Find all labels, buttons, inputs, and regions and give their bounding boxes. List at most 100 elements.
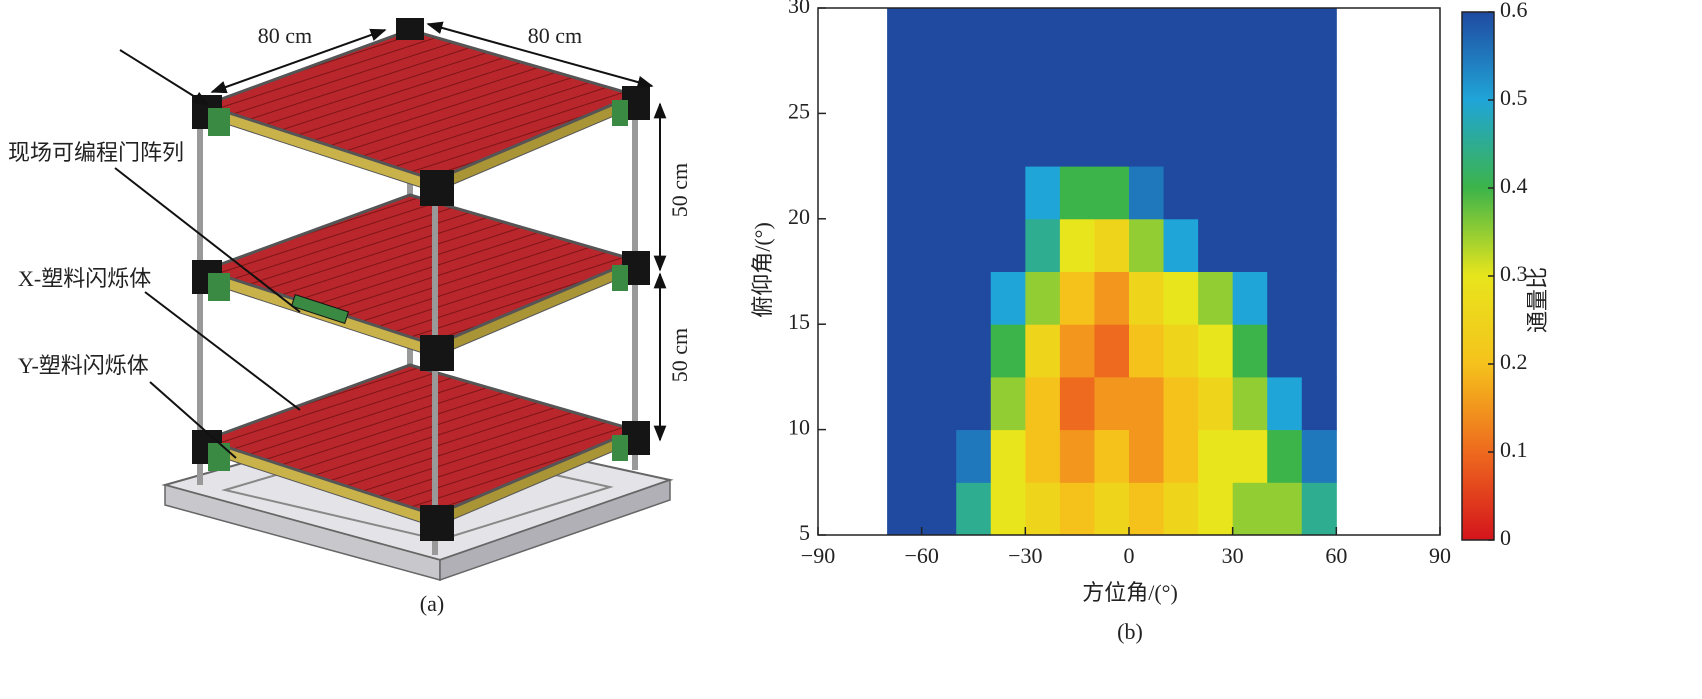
heatmap-cell: [1163, 166, 1199, 220]
heatmap-cell: [1094, 324, 1130, 378]
heatmap-cell: [921, 324, 957, 378]
heatmap-cell: [1025, 324, 1061, 378]
heatmap-cell: [921, 113, 957, 167]
component-label: Y-塑料闪烁体: [18, 353, 149, 378]
heatmap-cell: [1198, 8, 1234, 62]
heatmap-cell: [1198, 271, 1234, 325]
heatmap-cell: [1198, 376, 1234, 431]
heatmap-cell: [1163, 429, 1199, 483]
x-tick-label: −90: [801, 543, 835, 568]
corner-block: [420, 170, 454, 206]
heatmap-cell: [1129, 429, 1165, 483]
x-tick-label: 60: [1325, 543, 1347, 568]
side-boards: [208, 100, 628, 471]
heatmap-cell: [1129, 166, 1165, 220]
heatmap-cell: [1025, 166, 1061, 220]
heatmap-cell: [1129, 271, 1165, 325]
heatmap-cell: [990, 113, 1026, 167]
heatmap-cell: [1025, 429, 1061, 483]
heatmap-cell: [1198, 60, 1234, 114]
heatmap-cell: [1163, 60, 1199, 114]
leader-line: [114, 167, 301, 313]
side-board: [612, 435, 628, 461]
y-tick-label: 30: [788, 0, 810, 18]
heatmap-cell: [1301, 482, 1337, 536]
dimension-label: 80 cm: [528, 23, 582, 48]
y-tick-label: 5: [799, 520, 810, 545]
heatmap-cell: [1198, 482, 1234, 536]
heatmap-cell: [1232, 482, 1268, 536]
dimension-arrow: [210, 28, 387, 94]
heatmap-cell: [1267, 429, 1303, 483]
colorbar-tick-label: 0: [1500, 525, 1511, 550]
heatmap-cell: [921, 218, 957, 272]
dimension-label: 80 cm: [258, 23, 312, 48]
corner-block: [420, 505, 454, 541]
fpga-board: [290, 294, 350, 324]
heatmap-cell: [1163, 376, 1199, 431]
heatmap-cell: [1059, 324, 1095, 378]
leader-line: [119, 49, 210, 106]
heatmap-cell: [1267, 218, 1303, 272]
heatmap-cell: [1198, 166, 1234, 220]
heatmap-cell: [990, 324, 1026, 378]
base-side: [439, 478, 671, 582]
y-axis-label: 俯仰角/(°): [750, 222, 775, 318]
heatmap-cell: [1059, 166, 1095, 220]
corner-block: [396, 18, 424, 40]
heatmap-cell: [1129, 8, 1165, 62]
heatmap-cell: [1059, 8, 1095, 62]
heatmap-cell: [1267, 482, 1303, 536]
y-tick-label: 15: [788, 309, 810, 334]
scintillator-plane: [200, 193, 640, 347]
colorbar-label: 通量比: [1525, 267, 1550, 333]
dimension-label: 50 cm: [667, 163, 692, 217]
colorbar-tick-label: 0.4: [1500, 173, 1528, 198]
heatmap-cell: [1094, 166, 1130, 220]
dimension-label: 50 cm: [667, 328, 692, 382]
heatmap-cell: [956, 218, 992, 272]
heatmap-cell: [1232, 218, 1268, 272]
heatmap: [887, 8, 1337, 536]
y-tick-label: 20: [788, 204, 810, 229]
heatmap-cell: [1094, 8, 1130, 62]
heatmap-cell: [1129, 482, 1165, 536]
side-board: [612, 265, 628, 291]
heatmap-cell: [887, 324, 923, 378]
heatmap-cell: [1301, 8, 1337, 62]
heatmap-cell: [921, 429, 957, 483]
heatmap-cell: [887, 218, 923, 272]
heatmap-cell: [1163, 482, 1199, 536]
heatmap-cell: [1301, 166, 1337, 220]
heatmap-cell: [1232, 324, 1268, 378]
heatmap-cell: [956, 271, 992, 325]
heatmap-cell: [1025, 8, 1061, 62]
heatmap-cell: [956, 376, 992, 431]
heatmap-cell: [990, 271, 1026, 325]
heatmap-cell: [990, 218, 1026, 272]
heatmap-cell: [1232, 8, 1268, 62]
corner-block: [420, 335, 454, 371]
heatmap-cell: [921, 482, 957, 536]
heatmap-cell: [1094, 113, 1130, 167]
heatmap-cell: [1163, 8, 1199, 62]
x-tick-label: 0: [1124, 543, 1135, 568]
heatmap-cell: [1198, 218, 1234, 272]
heatmap-cell: [1129, 376, 1165, 431]
side-board: [208, 273, 230, 301]
side-board: [208, 108, 230, 136]
component-label: X-塑料闪烁体: [18, 266, 151, 291]
x-axis-label: 方位角/(°): [1082, 580, 1178, 605]
heatmap-cell: [1129, 218, 1165, 272]
leader-line: [144, 291, 301, 411]
panel-caption: (b): [1117, 619, 1143, 644]
heatmap-cell: [887, 376, 923, 431]
heatmap-cell: [990, 8, 1026, 62]
heatmap-cell: [1025, 218, 1061, 272]
heatmap-cell: [1025, 271, 1061, 325]
heatmap-cell: [1301, 429, 1337, 483]
heatmap-cell: [887, 8, 923, 62]
heatmap-cell: [1301, 218, 1337, 272]
heatmap-cell: [1267, 166, 1303, 220]
side-board: [612, 100, 628, 126]
